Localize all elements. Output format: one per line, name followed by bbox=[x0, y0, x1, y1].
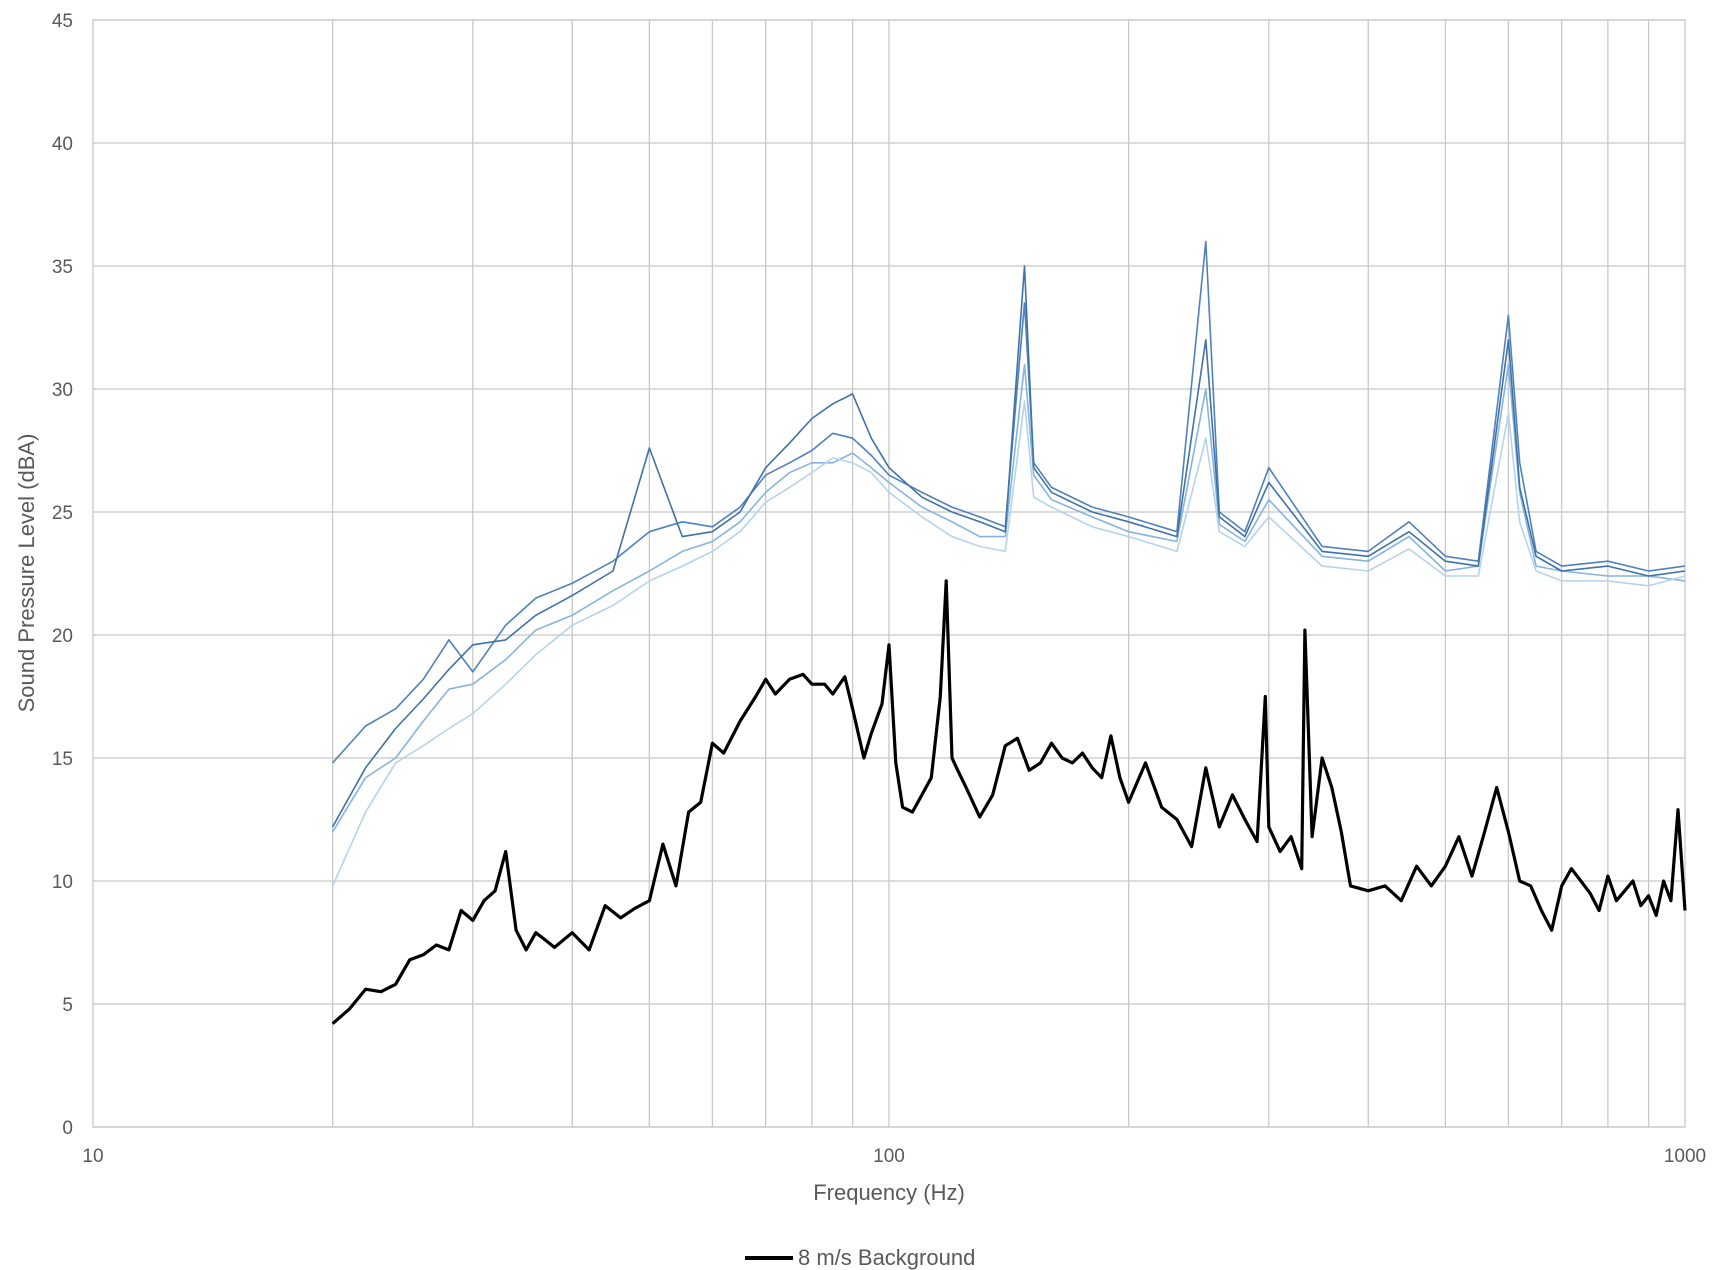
y-tick-label: 0 bbox=[62, 1118, 73, 1139]
plot-area-frame bbox=[92, 19, 1686, 1128]
x-tick-label: 100 bbox=[873, 1146, 905, 1167]
x-axis-title: Frequency (Hz) bbox=[813, 1180, 965, 1205]
series-line-spectrum-1 bbox=[332, 240, 1686, 764]
legend-label: 8 m/s Background bbox=[798, 1245, 975, 1270]
series-line-spectrum-3 bbox=[331, 400, 1686, 887]
y-axis-tick-labels: 0 5 10 15 20 25 30 35 40 45 bbox=[52, 11, 73, 1139]
y-tick-label: 20 bbox=[52, 626, 73, 647]
y-tick-label: 30 bbox=[52, 380, 73, 401]
y-axis-title: Sound Pressure Level (dBA) bbox=[14, 434, 39, 713]
y-tick-label: 45 bbox=[52, 11, 73, 32]
series-layer bbox=[331, 240, 1687, 1025]
series-line-8ms-background bbox=[331, 579, 1687, 1025]
chart-legend: 8 m/s Background bbox=[745, 1245, 975, 1270]
y-tick-label: 40 bbox=[52, 134, 73, 155]
y-tick-label: 15 bbox=[52, 749, 73, 770]
y-tick-label: 10 bbox=[52, 872, 73, 893]
chart-grid bbox=[93, 19, 1685, 1128]
y-tick-label: 5 bbox=[62, 995, 73, 1016]
x-tick-label: 10 bbox=[82, 1146, 103, 1167]
x-axis-tick-labels: 10 100 1000 bbox=[82, 1146, 1706, 1167]
x-tick-label: 1000 bbox=[1664, 1146, 1706, 1167]
y-tick-label: 25 bbox=[52, 503, 73, 524]
series-line-spectrum-2 bbox=[331, 363, 1686, 833]
series-line-spectrum-4 bbox=[331, 265, 1686, 828]
y-tick-label: 35 bbox=[52, 257, 73, 278]
